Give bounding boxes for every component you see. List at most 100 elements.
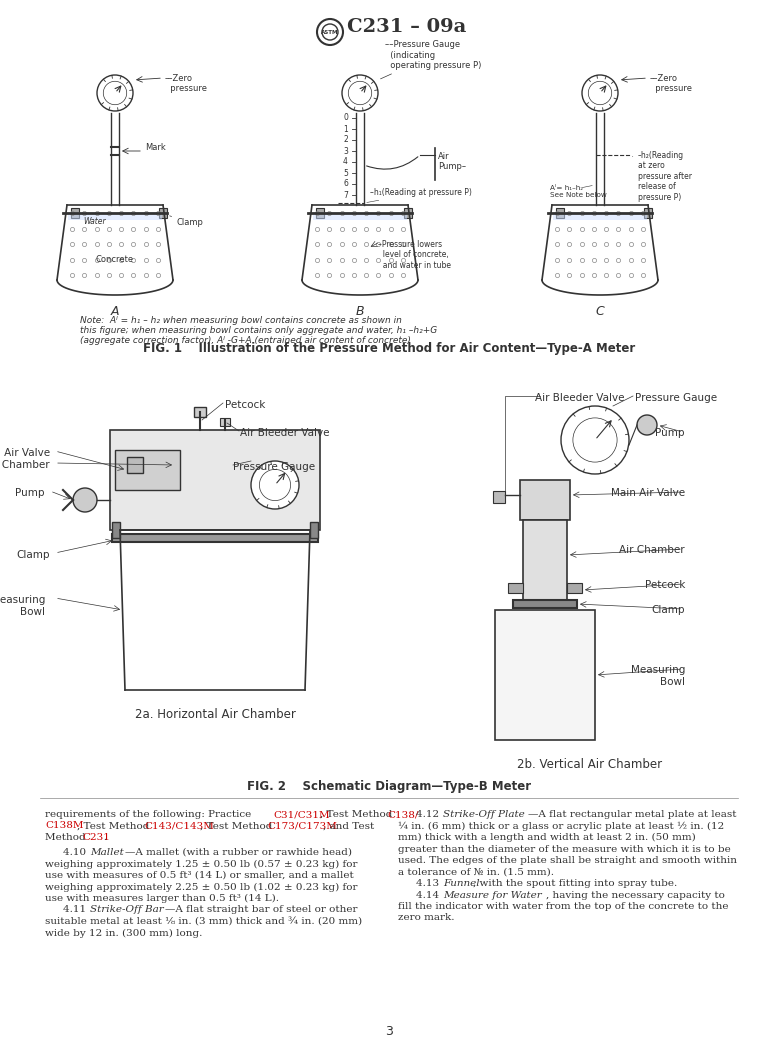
Text: 3: 3 <box>343 147 348 155</box>
Text: –Pressure lowers
  level of concrete,
  and water in tube: –Pressure lowers level of concrete, and … <box>378 240 451 270</box>
Text: Air Chamber: Air Chamber <box>619 545 685 555</box>
Text: 4.12: 4.12 <box>416 810 446 819</box>
Bar <box>404 208 412 218</box>
Text: , Test Method: , Test Method <box>77 821 152 831</box>
Text: Mark: Mark <box>145 143 166 152</box>
Circle shape <box>73 488 97 512</box>
Text: C231: C231 <box>82 833 110 842</box>
Bar <box>513 600 577 608</box>
Text: A: A <box>110 305 119 318</box>
Text: 4.14: 4.14 <box>416 890 446 899</box>
Text: —A mallet (with a rubber or rawhide head): —A mallet (with a rubber or rawhide head… <box>125 848 352 857</box>
Bar <box>316 208 324 218</box>
Text: 3: 3 <box>385 1025 393 1038</box>
Text: 2: 2 <box>343 135 348 145</box>
Text: mm) thick with a length and width at least 2 in. (50 mm): mm) thick with a length and width at lea… <box>398 833 696 842</box>
Bar <box>644 208 652 218</box>
Text: Measure for Water: Measure for Water <box>443 890 541 899</box>
Bar <box>127 457 143 473</box>
Bar <box>520 480 570 520</box>
Text: FIG. 2    Schematic Diagram—Type-B Meter: FIG. 2 Schematic Diagram—Type-B Meter <box>247 780 531 793</box>
Text: .: . <box>103 833 107 842</box>
Text: Strike-Off Plate: Strike-Off Plate <box>443 810 524 819</box>
Bar <box>310 522 318 538</box>
Bar <box>68 212 162 220</box>
Circle shape <box>573 417 617 462</box>
Text: 4.13: 4.13 <box>416 879 446 888</box>
Text: ––Zero
  pressure: ––Zero pressure <box>650 74 692 94</box>
Bar <box>220 418 230 426</box>
Bar <box>493 491 505 503</box>
Bar <box>194 407 206 417</box>
Text: Main Air Valve: Main Air Valve <box>0 448 50 458</box>
Text: Mallet: Mallet <box>90 848 124 857</box>
Bar <box>112 522 120 538</box>
Text: FIG. 1    Illustration of the Pressure Method for Air Content—Type-A Meter: FIG. 1 Illustration of the Pressure Meth… <box>143 342 635 355</box>
Text: Clamp: Clamp <box>16 550 50 560</box>
Text: Main Air Valve: Main Air Valve <box>611 488 685 498</box>
Bar <box>110 430 320 530</box>
Bar <box>115 450 180 490</box>
Text: C173/C173M: C173/C173M <box>267 821 337 831</box>
Text: weighing approximately 2.25 ± 0.50 lb (1.02 ± 0.23 kg) for: weighing approximately 2.25 ± 0.50 lb (1… <box>45 883 358 891</box>
Text: —A flat straight bar of steel or other: —A flat straight bar of steel or other <box>165 906 358 914</box>
Text: suitable metal at least ⅛ in. (3 mm) thick and ¾ in. (20 mm): suitable metal at least ⅛ in. (3 mm) thi… <box>45 917 362 926</box>
Text: C31/C31M: C31/C31M <box>273 810 330 819</box>
Text: 4.11: 4.11 <box>63 906 93 914</box>
Text: ––Pressure Gauge
  (indicating
  operating pressure P): ––Pressure Gauge (indicating operating p… <box>380 41 482 79</box>
Text: Water: Water <box>84 217 107 226</box>
Text: Method: Method <box>45 833 89 842</box>
Bar <box>495 610 595 740</box>
Text: Air
Pump–: Air Pump– <box>438 152 466 172</box>
Text: C138/: C138/ <box>387 810 419 819</box>
Text: 0: 0 <box>343 113 348 123</box>
Text: Clamp: Clamp <box>170 215 204 227</box>
Text: –h₂(Reading
at zero
pressure after
release of
pressure P): –h₂(Reading at zero pressure after relea… <box>633 151 692 202</box>
Text: ASTM: ASTM <box>321 29 338 34</box>
Text: use with measures of 0.5 ft³ (14 L) or smaller, and a mallet: use with measures of 0.5 ft³ (14 L) or s… <box>45 871 354 880</box>
Text: 6: 6 <box>343 179 348 188</box>
Text: Measuring
Bowl: Measuring Bowl <box>631 665 685 687</box>
Bar <box>553 212 647 220</box>
Text: ¼ in. (6 mm) thick or a glass or acrylic plate at least ½ in. (12: ¼ in. (6 mm) thick or a glass or acrylic… <box>398 821 724 831</box>
Text: , Test Method: , Test Method <box>200 821 275 831</box>
Bar <box>508 583 523 593</box>
Text: C138M: C138M <box>45 821 83 831</box>
Text: Petcock: Petcock <box>225 400 265 410</box>
Text: B: B <box>356 305 364 318</box>
Text: Petcock: Petcock <box>645 580 685 590</box>
Text: 5: 5 <box>343 169 348 178</box>
Circle shape <box>349 81 372 105</box>
Text: Measuring
Bowl: Measuring Bowl <box>0 595 45 616</box>
Circle shape <box>582 75 618 111</box>
Text: a tolerance of № in. (1.5 mm).: a tolerance of № in. (1.5 mm). <box>398 867 554 877</box>
Text: –h₁(Reading at pressure P): –h₁(Reading at pressure P) <box>366 188 472 203</box>
Text: Pump: Pump <box>16 488 45 498</box>
Text: weighing approximately 1.25 ± 0.50 lb (0.57 ± 0.23 kg) for: weighing approximately 1.25 ± 0.50 lb (0… <box>45 860 358 868</box>
Circle shape <box>317 19 343 45</box>
Text: 1: 1 <box>343 125 348 133</box>
Text: zero mark.: zero mark. <box>398 914 454 922</box>
Circle shape <box>322 24 338 40</box>
Text: Air Chamber: Air Chamber <box>0 460 50 469</box>
Circle shape <box>637 415 657 435</box>
Text: 7: 7 <box>343 191 348 200</box>
Circle shape <box>259 469 291 501</box>
Text: 4.10: 4.10 <box>63 848 93 857</box>
Circle shape <box>103 81 127 105</box>
Text: , having the necessary capacity to: , having the necessary capacity to <box>546 890 725 899</box>
Text: 2a. Horizontal Air Chamber: 2a. Horizontal Air Chamber <box>135 708 296 721</box>
Bar <box>112 534 318 542</box>
Text: C231 – 09a: C231 – 09a <box>347 18 466 36</box>
Text: Air Bleeder Valve: Air Bleeder Valve <box>240 428 330 438</box>
Text: wide by 12 in. (300 mm) long.: wide by 12 in. (300 mm) long. <box>45 929 202 938</box>
Circle shape <box>561 406 629 474</box>
Text: , with the spout fitting into spray tube.: , with the spout fitting into spray tube… <box>473 879 678 888</box>
Text: used. The edges of the plate shall be straight and smooth within: used. The edges of the plate shall be st… <box>398 856 737 865</box>
Text: C: C <box>596 305 605 318</box>
Text: requirements of the following: Practice: requirements of the following: Practice <box>45 810 254 819</box>
Bar <box>556 208 564 218</box>
Text: use with measures larger than 0.5 ft³ (14 L).: use with measures larger than 0.5 ft³ (1… <box>45 894 279 904</box>
Text: 4: 4 <box>343 157 348 167</box>
Text: Aᴵ= h₁–h₂
See Note below: Aᴵ= h₁–h₂ See Note below <box>550 185 607 198</box>
